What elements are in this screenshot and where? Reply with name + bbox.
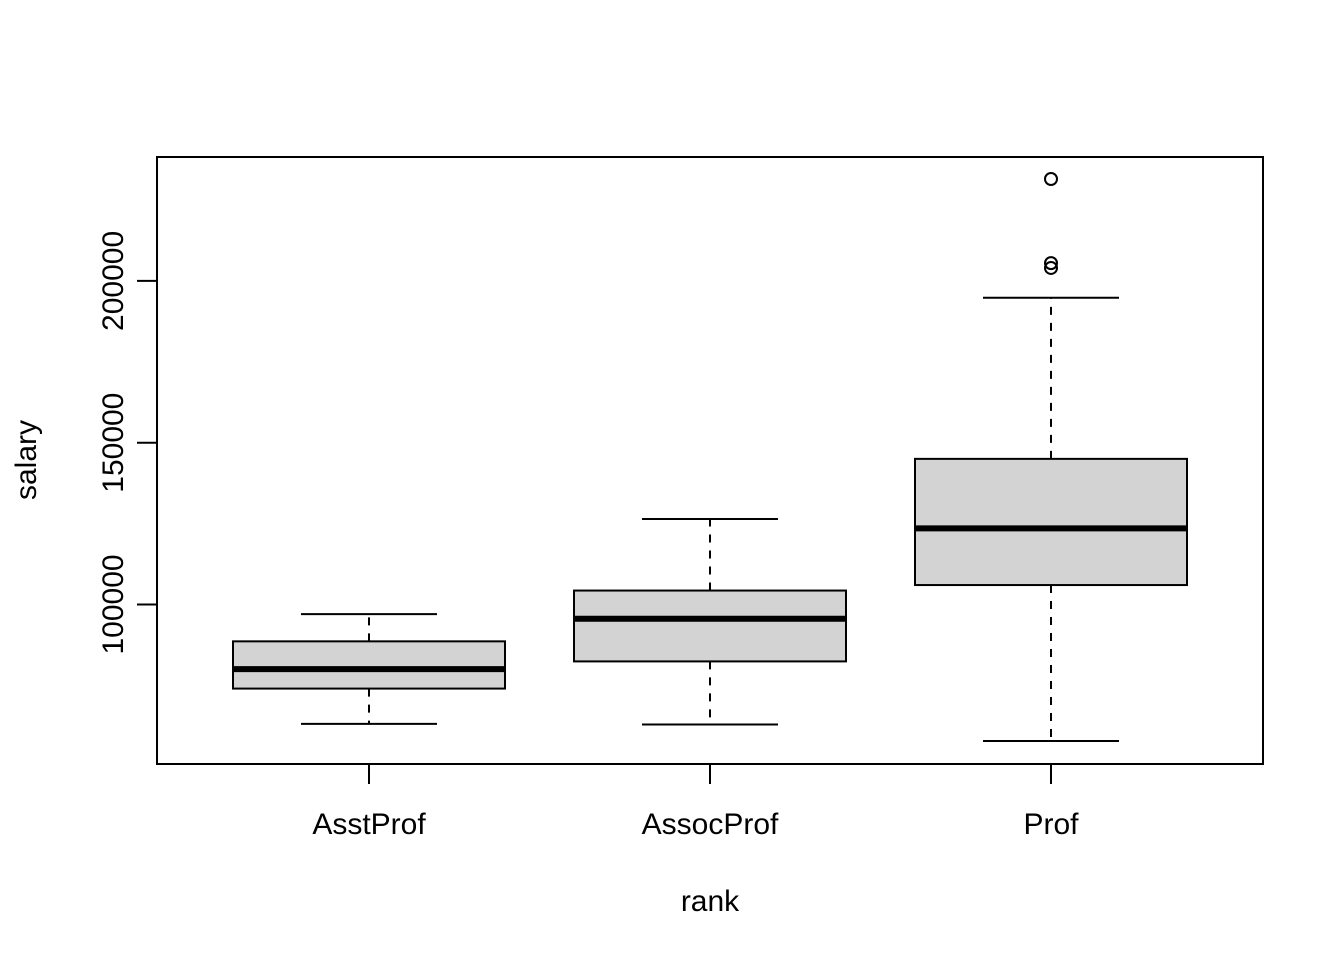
x-tick-label: Prof (1023, 808, 1079, 841)
box-group-assocprof (573, 518, 847, 726)
box-group-prof (914, 172, 1188, 742)
y-tick-label: 150000 (97, 393, 130, 493)
y-axis-label: salary (10, 420, 43, 500)
x-axis: AsstProf AssocProf Prof (312, 764, 1079, 841)
outlier-point (1044, 260, 1058, 275)
x-axis-label: rank (681, 885, 740, 918)
y-tick-label: 100000 (97, 554, 130, 654)
outlier-point (1044, 256, 1058, 271)
outlier-point (1044, 172, 1058, 186)
box-iqr (232, 640, 506, 690)
x-tick-label: AssocProf (642, 808, 779, 841)
x-tick-label: AsstProf (312, 808, 426, 841)
boxes-layer (232, 172, 1188, 742)
box-group-asstprof (232, 613, 506, 725)
box-iqr (573, 589, 847, 663)
y-axis: 100000 150000 200000 (97, 231, 157, 655)
y-tick-label: 200000 (97, 231, 130, 331)
box-iqr (914, 457, 1188, 587)
